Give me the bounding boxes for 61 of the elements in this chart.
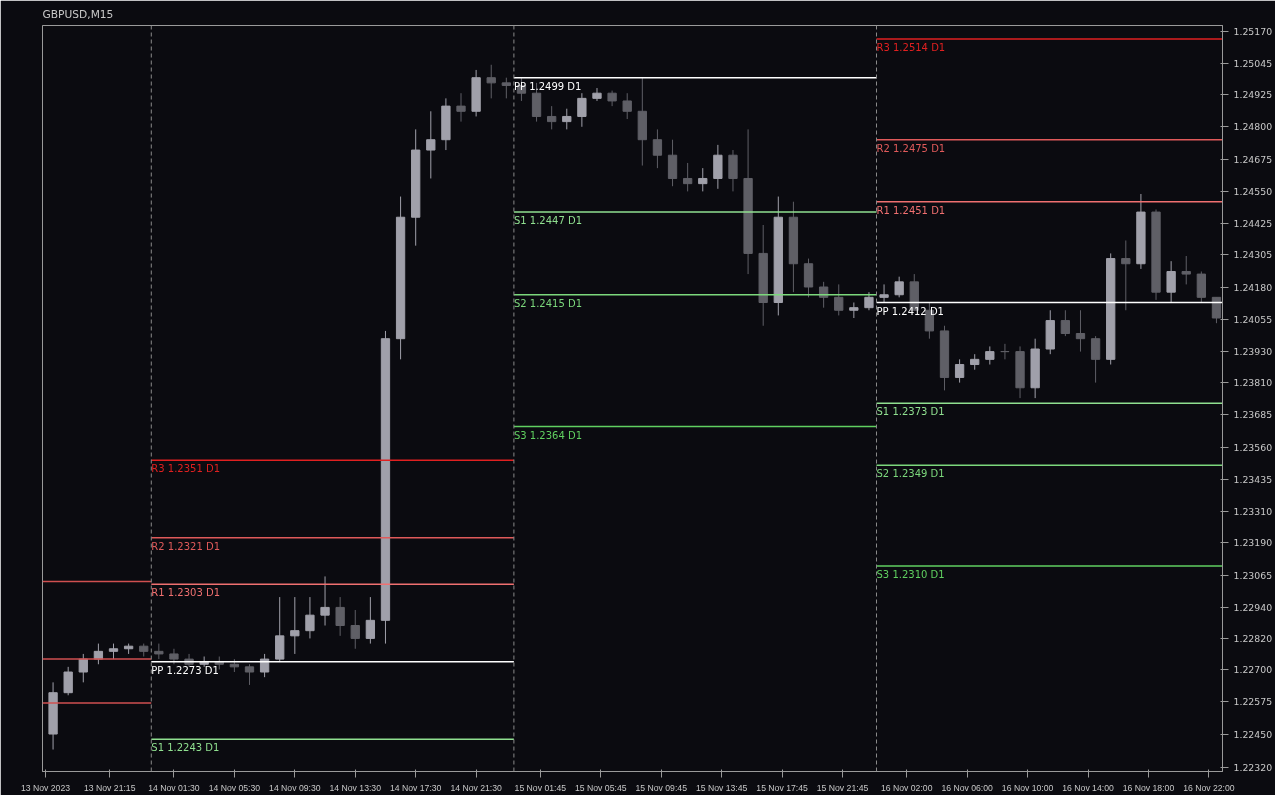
y-tick-label: 1.24800 [1233,121,1273,133]
y-tick-label: 1.23310 [1233,506,1273,518]
y-tick-label: 1.25045 [1233,57,1273,69]
series-label: S1 1.2243 D1 [151,742,220,754]
x-tick-label: 15 Nov 13:45 [695,782,748,793]
y-tick-label: 1.22575 [1233,696,1273,708]
series-label: S3 1.2310 D1 [876,569,945,581]
x-tick-label: 14 Nov 21:30 [450,782,503,793]
series-label: R2 1.2321 D1 [151,540,221,552]
y-tick-label: 1.25170 [1233,25,1273,37]
series-label: R3 1.2351 D1 [151,463,221,475]
x-tick-label: 16 Nov 02:00 [880,782,933,793]
y-tick-label: 1.24925 [1233,88,1273,100]
x-tick-label: 16 Nov 22:00 [1183,782,1235,793]
y-tick-label: 1.23065 [1233,569,1273,581]
chart-title: GBPUSD,M15 [42,7,114,21]
y-tick-label: 1.22820 [1233,632,1273,644]
series-label: S3 1.2364 D1 [513,429,583,441]
y-tick-label: 1.22450 [1233,728,1273,740]
y-tick-label: 1.23810 [1233,377,1273,389]
y-tick-label: 1.23435 [1233,474,1273,486]
series-label: R1 1.2451 D1 [876,204,946,216]
x-tick-label: 15 Nov 05:45 [575,782,627,793]
y-tick-label: 1.24675 [1233,153,1273,165]
x-tick-label: 15 Nov 01:45 [514,782,567,793]
series-label: R3 1.2514 D1 [876,41,946,53]
series-label: S1 1.2373 D1 [876,406,945,418]
y-tick-label: 1.24055 [1233,313,1273,325]
y-tick-label: 1.23930 [1233,346,1273,358]
y-tick-label: 1.23685 [1233,409,1273,421]
y-tick-label: 1.24550 [1233,185,1273,197]
series-label: PP 1.2273 D1 [151,664,219,676]
y-tick-label: 1.22700 [1233,663,1273,675]
x-tick-label: 13 Nov 21:15 [83,782,136,793]
x-tick-label: 15 Nov 21:45 [816,782,869,793]
x-tick-label: 15 Nov 09:45 [635,782,688,793]
x-tick-label: 14 Nov 13:30 [329,782,382,793]
y-tick-label: 1.24425 [1233,218,1273,230]
x-tick-label: 14 Nov 01:30 [148,782,200,793]
series-label: S2 1.2415 D1 [513,297,583,309]
x-tick-label: 16 Nov 06:00 [941,782,994,793]
y-tick-label: 1.24180 [1233,281,1273,293]
x-tick-label: 14 Nov 09:30 [269,782,321,793]
x-tick-label: 16 Nov 10:00 [1001,782,1054,793]
series-label: S2 1.2349 D1 [876,468,945,480]
x-tick-label: 16 Nov 14:00 [1062,782,1114,793]
series-label: R2 1.2475 D1 [876,142,946,154]
y-tick-label: 1.22320 [1233,762,1273,774]
y-tick-label: 1.24305 [1233,249,1273,261]
y-tick-label: 1.23190 [1233,537,1273,549]
series-label: S1 1.2447 D1 [513,215,583,227]
series-label: PP 1.2499 D1 [513,80,582,92]
x-tick-label: 15 Nov 17:45 [756,782,809,793]
x-tick-label: 13 Nov 2023 [20,782,71,793]
x-tick-label: 14 Nov 05:30 [208,782,261,793]
x-tick-label: 14 Nov 17:30 [389,782,442,793]
x-tick-label: 16 Nov 18:00 [1122,782,1175,793]
y-tick-label: 1.23560 [1233,441,1273,453]
y-tick-label: 1.22940 [1233,601,1273,613]
series-label: PP 1.2412 D1 [876,305,944,317]
series-label: R1 1.2303 D1 [151,587,221,599]
